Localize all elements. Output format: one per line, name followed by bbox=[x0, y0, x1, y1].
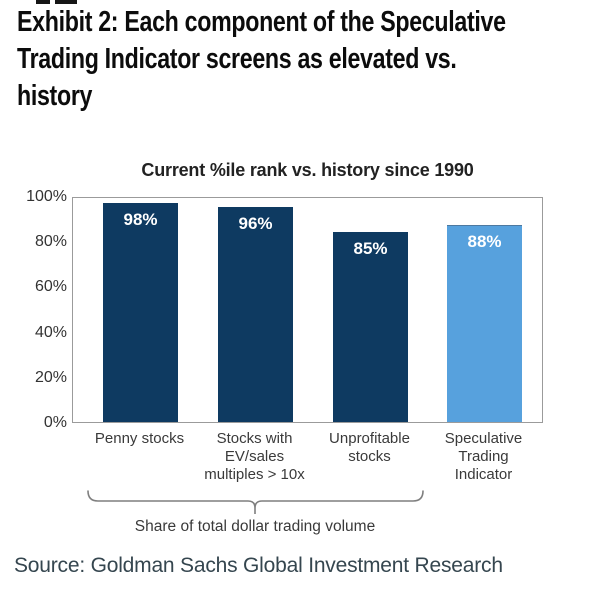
exhibit-title-line: Exhibit 2: Each component of the Specula… bbox=[17, 6, 506, 38]
bar: 96% bbox=[218, 207, 293, 422]
bracket-path bbox=[87, 490, 424, 514]
x-axis-category-label: Speculative Trading Indicator bbox=[444, 430, 523, 483]
bar-value-label: 98% bbox=[123, 209, 158, 229]
exhibit-title: Exhibit 2: Each component of the Specula… bbox=[17, 4, 600, 115]
x-axis-category-label: Unprofitable stocks bbox=[329, 430, 410, 465]
crop-artifact bbox=[36, 0, 50, 4]
bracket-label: Share of total dollar trading volume bbox=[134, 518, 376, 535]
x-axis-category-label: Stocks with EV/sales multiples > 10x bbox=[204, 430, 305, 483]
source-text: Source: Goldman Sachs Global Investment … bbox=[14, 554, 503, 577]
bar-value-label: 88% bbox=[467, 231, 502, 251]
bracket-annotation bbox=[87, 490, 424, 514]
exhibit-title-line: history bbox=[17, 80, 93, 112]
y-axis-tick-label: 60% bbox=[34, 278, 67, 296]
x-axis-category-label: Penny stocks bbox=[94, 430, 185, 447]
y-axis-tick-label: 40% bbox=[34, 323, 67, 341]
y-axis-tick-label: 20% bbox=[34, 368, 67, 386]
bar-value-label: 85% bbox=[353, 238, 388, 258]
y-axis-tick-label: 80% bbox=[34, 233, 67, 251]
y-axis-tick-label: 100% bbox=[26, 188, 67, 205]
bar: 85% bbox=[333, 231, 408, 422]
exhibit-title-line: Trading Indicator screens as elevated vs… bbox=[17, 43, 457, 75]
bar: 88% bbox=[447, 224, 522, 422]
crop-artifact bbox=[55, 0, 77, 4]
bar-value-label: 96% bbox=[238, 214, 273, 233]
chart-title: Current %ile rank vs. history since 1990 bbox=[141, 160, 474, 180]
y-axis-tick-label: 0% bbox=[43, 414, 67, 431]
bar: 98% bbox=[103, 202, 178, 422]
plot-area: 98% 96% 85% 88% bbox=[72, 197, 543, 423]
